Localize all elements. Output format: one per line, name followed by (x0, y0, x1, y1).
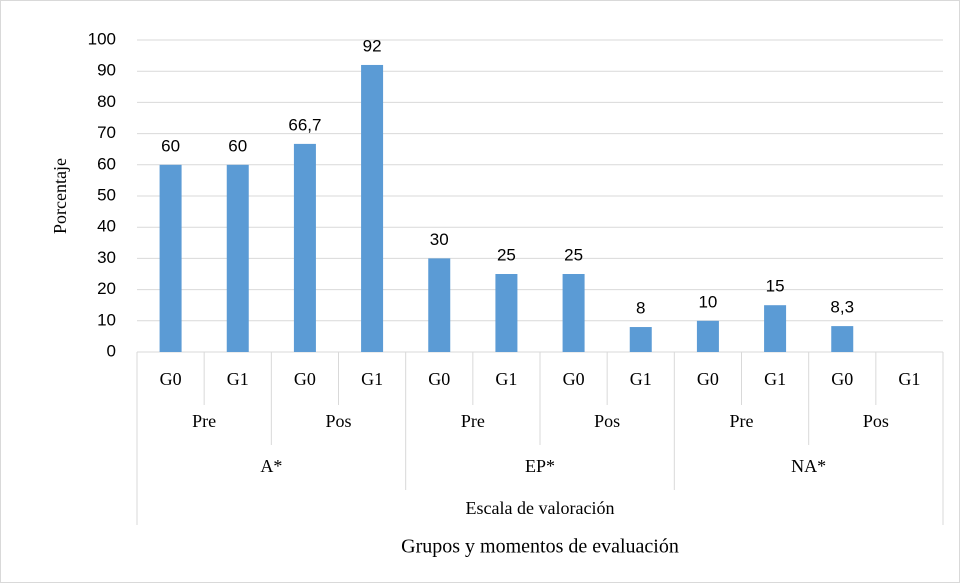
x-tick-label: G0 (831, 369, 853, 389)
data-label: 92 (363, 36, 382, 55)
subgroup-label: Pos (325, 411, 351, 431)
x-tick-label: G0 (697, 369, 719, 389)
x-tick-label: G0 (294, 369, 316, 389)
y-tick-label: 20 (97, 279, 116, 298)
data-label: 25 (497, 245, 516, 264)
data-label: 15 (766, 277, 785, 296)
y-tick-label: 100 (88, 29, 116, 48)
x-tick-label: G0 (563, 369, 585, 389)
group-label: EP* (525, 456, 555, 476)
subgroup-label: Pre (192, 411, 216, 431)
x-tick-label: G1 (227, 369, 249, 389)
y-tick-label: 10 (97, 310, 116, 329)
bar (495, 274, 518, 352)
bar (629, 327, 652, 352)
x-tick-label: G1 (898, 369, 920, 389)
data-label: 66,7 (288, 115, 321, 134)
bar (159, 164, 182, 352)
y-tick-label: 70 (97, 123, 116, 142)
subgroup-label: Pos (863, 411, 889, 431)
data-label: 8 (636, 299, 645, 318)
bar (831, 326, 854, 352)
x-tick-label: G1 (764, 369, 786, 389)
data-label: 8,3 (830, 298, 854, 317)
subgroup-label: Pos (594, 411, 620, 431)
y-tick-label: 40 (97, 217, 116, 236)
y-tick-label: 0 (107, 341, 116, 360)
bar (293, 143, 316, 352)
y-tick-label: 30 (97, 248, 116, 267)
x-tick-label: G1 (361, 369, 383, 389)
x-tick-label: G1 (495, 369, 517, 389)
bar (764, 305, 787, 352)
bar (361, 64, 384, 353)
y-tick-label: 90 (97, 61, 116, 80)
group-label: A* (260, 456, 282, 476)
data-label: 60 (228, 136, 247, 155)
y-tick-label: 50 (97, 185, 116, 204)
bar (696, 320, 719, 352)
bar (428, 258, 451, 352)
group-label: NA* (791, 456, 826, 476)
group-title: Escala de valoración (466, 498, 615, 518)
subgroup-label: Pre (730, 411, 754, 431)
y-tick-label: 60 (97, 154, 116, 173)
x-tick-label: G1 (630, 369, 652, 389)
y-tick-label: 80 (97, 92, 116, 111)
data-label: 30 (430, 230, 449, 249)
data-label: 60 (161, 136, 180, 155)
data-label: 25 (564, 245, 583, 264)
x-tick-label: G0 (160, 369, 182, 389)
bar (562, 274, 585, 352)
bar (226, 164, 249, 352)
data-label: 10 (698, 292, 717, 311)
x-axis-title: Grupos y momentos de evaluación (401, 536, 679, 558)
subgroup-label: Pre (461, 411, 485, 431)
y-axis-title: Porcentaje (50, 158, 70, 234)
x-tick-label: G0 (428, 369, 450, 389)
